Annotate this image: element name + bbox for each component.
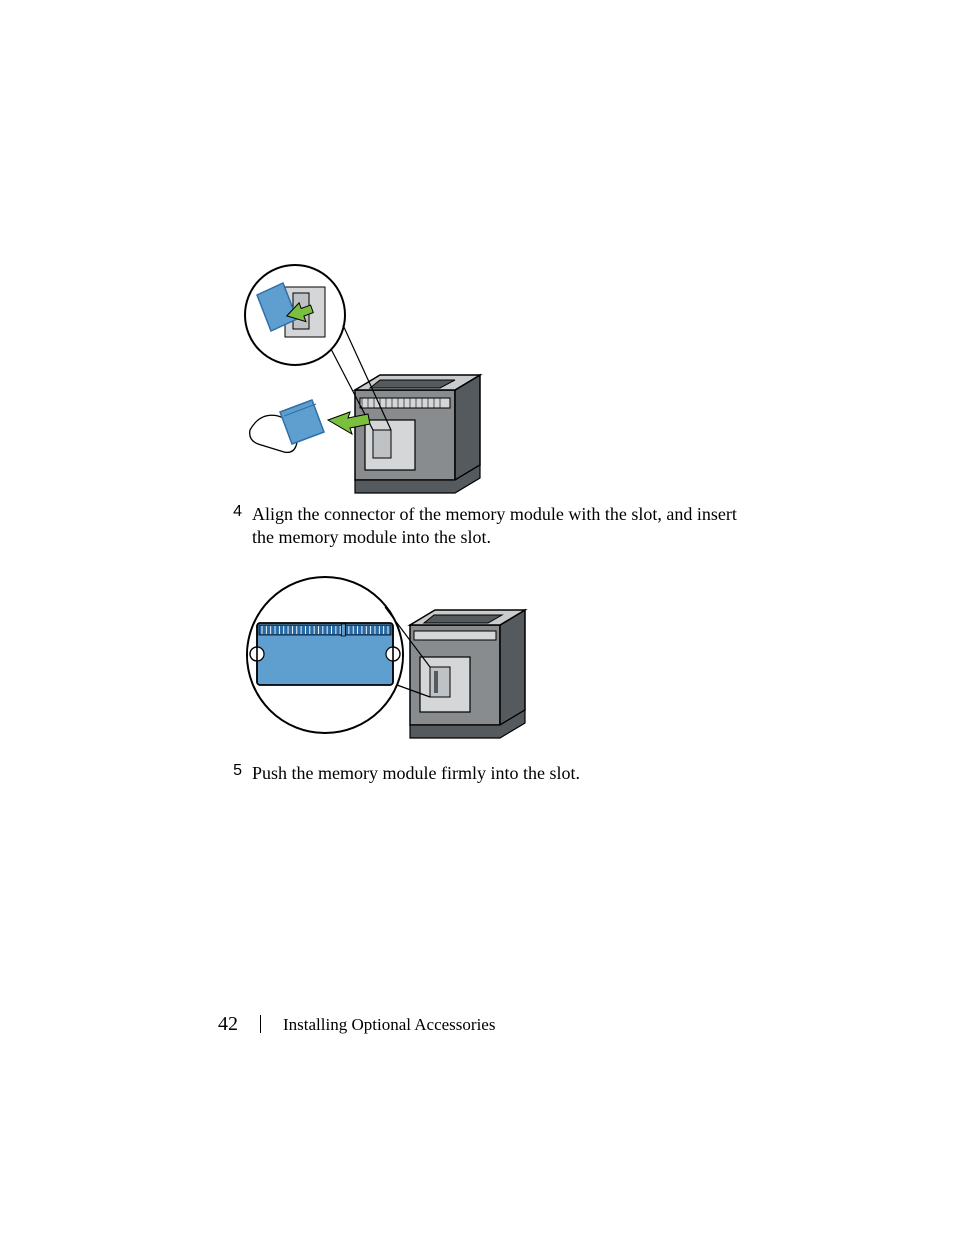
step-5: 5 Push the memory module firmly into the… (222, 762, 580, 785)
figure-memory-module-insert (225, 260, 485, 500)
step-4: 4 Align the connector of the memory modu… (222, 503, 752, 548)
figure-memory-module-align (240, 555, 530, 765)
footer-separator (260, 1015, 261, 1033)
page-footer: 42 Installing Optional Accessories (218, 1012, 495, 1036)
section-title: Installing Optional Accessories (283, 1015, 495, 1035)
step-5-number: 5 (222, 762, 252, 785)
step-4-text: Align the connector of the memory module… (252, 503, 752, 548)
figure-2-svg (240, 555, 530, 765)
step-5-text: Push the memory module firmly into the s… (252, 762, 580, 785)
figure-1-svg (225, 260, 485, 500)
page-number: 42 (218, 1013, 238, 1036)
step-4-number: 4 (222, 503, 252, 548)
